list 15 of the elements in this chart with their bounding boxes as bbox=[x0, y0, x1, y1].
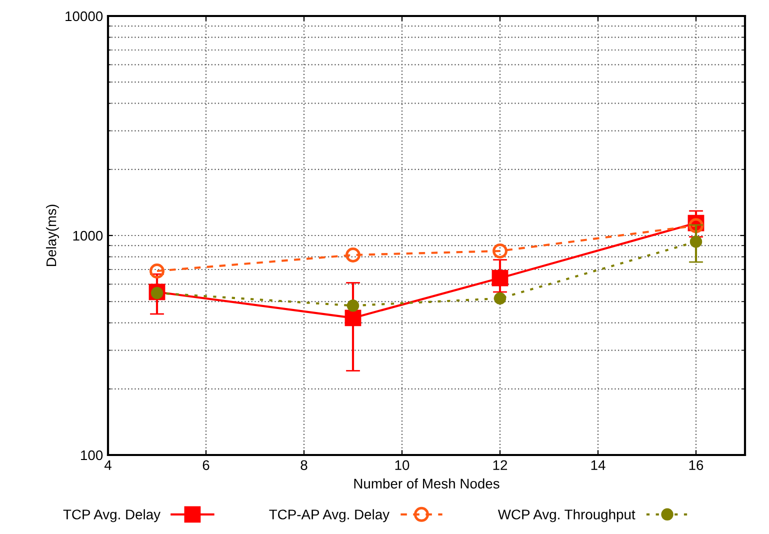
x-tick-label: 4 bbox=[104, 460, 112, 470]
x-tick-label: 6 bbox=[202, 460, 210, 470]
legend-label: TCP-AP Avg. Delay bbox=[269, 509, 390, 522]
y-tick-label: 1000 bbox=[73, 230, 103, 241]
x-tick-label: 16 bbox=[689, 460, 704, 470]
x-tick-label: 12 bbox=[493, 460, 508, 470]
legend-label: WCP Avg. Throughput bbox=[498, 509, 636, 522]
x-tick-label: 8 bbox=[300, 460, 308, 470]
y-tick-label: 100 bbox=[81, 450, 103, 460]
y-tick-label: 10000 bbox=[66, 11, 103, 22]
x-tick-label: 14 bbox=[591, 460, 606, 470]
x-axis-title: Number of Mesh Nodes bbox=[354, 478, 500, 489]
y-axis-title: Delay(ms) bbox=[46, 204, 59, 266]
x-tick-label: 10 bbox=[395, 460, 410, 470]
legend-label: TCP Avg. Delay bbox=[63, 509, 160, 522]
